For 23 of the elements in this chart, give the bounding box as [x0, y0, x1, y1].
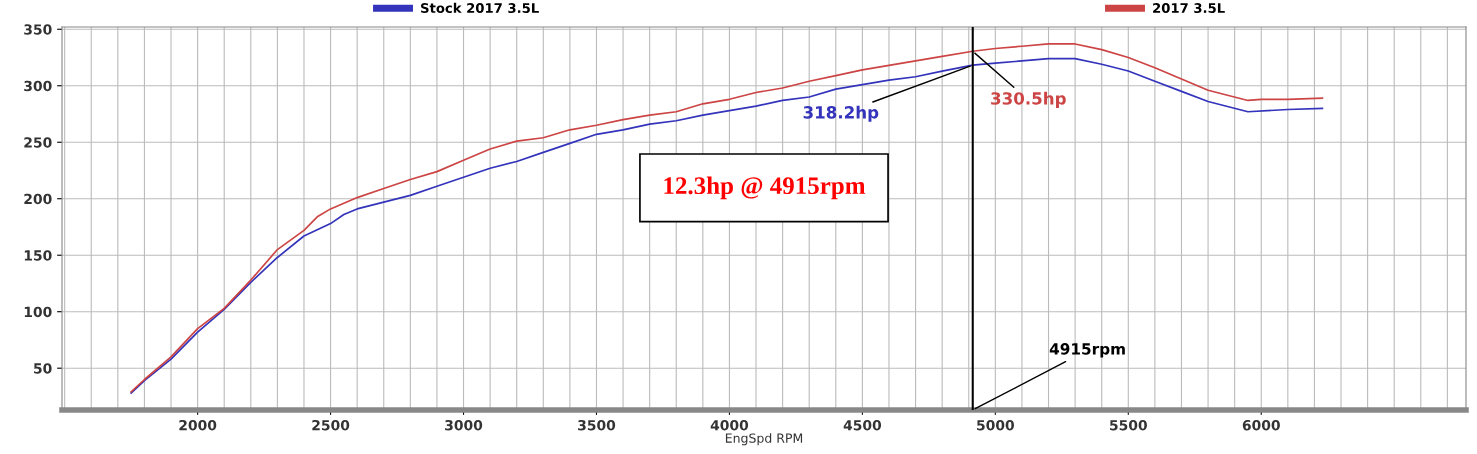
- x-tick-label: 4500: [843, 419, 882, 431]
- x-tick-label: 5000: [977, 419, 1015, 431]
- x-tick-label: 2500: [312, 419, 350, 431]
- ref-line-label: 4915rpm: [1049, 343, 1125, 358]
- x-tick-label: 2000: [179, 419, 217, 431]
- annotation: 12.3hp @ 4915rpm: [664, 176, 866, 200]
- y-tick-label: 50: [34, 363, 52, 374]
- y-tick-label: 250: [24, 137, 52, 148]
- x-axis-title: EngSpd RPM: [725, 433, 803, 446]
- y-tick-label: 350: [24, 24, 52, 35]
- y-tick-label: 300: [24, 80, 52, 92]
- legend-label: 2017 3.5L: [1153, 3, 1225, 14]
- y-tick-label: 100: [24, 306, 52, 318]
- x-tick-label: 5500: [1110, 419, 1147, 431]
- annotation: 318.2hp: [803, 105, 879, 122]
- annotation: 330.5hp: [991, 91, 1066, 108]
- y-tick-label: 200: [24, 193, 52, 205]
- x-tick-label: 4000: [710, 419, 749, 431]
- x-tick-label: 3500: [578, 419, 616, 431]
- x-tick-label: 3000: [445, 419, 483, 431]
- y-tick-label: 150: [24, 250, 52, 261]
- legend-label: Stock 2017 3.5L: [421, 2, 539, 14]
- x-tick-label: 6000: [1242, 419, 1280, 431]
